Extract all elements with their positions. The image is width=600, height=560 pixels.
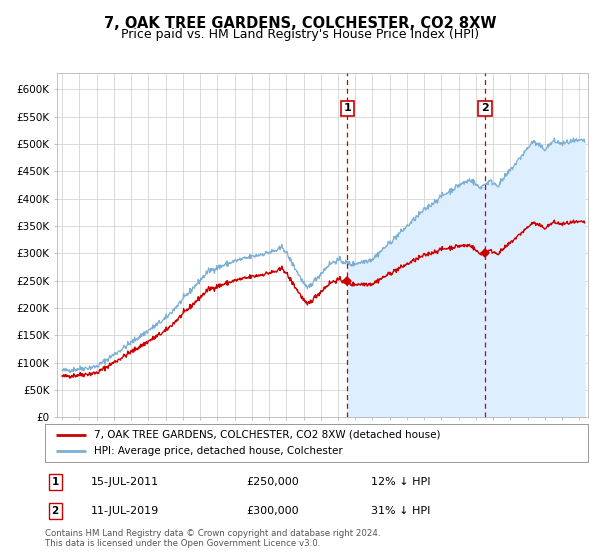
- Text: 11-JUL-2019: 11-JUL-2019: [91, 506, 160, 516]
- Text: HPI: Average price, detached house, Colchester: HPI: Average price, detached house, Colc…: [94, 446, 343, 456]
- Text: 7, OAK TREE GARDENS, COLCHESTER, CO2 8XW: 7, OAK TREE GARDENS, COLCHESTER, CO2 8XW: [104, 16, 496, 31]
- Text: 2: 2: [481, 104, 489, 113]
- Text: £250,000: £250,000: [246, 477, 299, 487]
- Text: Contains HM Land Registry data © Crown copyright and database right 2024.
This d: Contains HM Land Registry data © Crown c…: [45, 529, 380, 548]
- Text: 1: 1: [52, 477, 59, 487]
- Text: £300,000: £300,000: [246, 506, 299, 516]
- Text: Price paid vs. HM Land Registry's House Price Index (HPI): Price paid vs. HM Land Registry's House …: [121, 28, 479, 41]
- Text: 31% ↓ HPI: 31% ↓ HPI: [371, 506, 430, 516]
- Text: 7, OAK TREE GARDENS, COLCHESTER, CO2 8XW (detached house): 7, OAK TREE GARDENS, COLCHESTER, CO2 8XW…: [94, 430, 440, 440]
- Text: 15-JUL-2011: 15-JUL-2011: [91, 477, 159, 487]
- Text: 12% ↓ HPI: 12% ↓ HPI: [371, 477, 430, 487]
- Text: 1: 1: [343, 104, 351, 113]
- Text: 2: 2: [52, 506, 59, 516]
